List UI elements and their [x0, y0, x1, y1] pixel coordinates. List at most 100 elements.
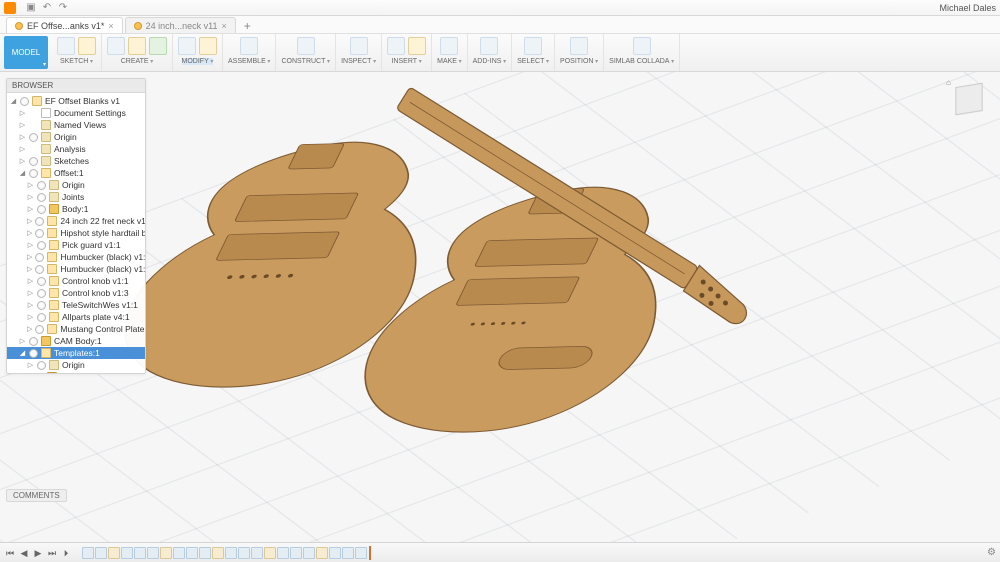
- timeline-feature[interactable]: [251, 547, 263, 559]
- ribbon-group-label[interactable]: SKETCH: [60, 58, 93, 65]
- ribbon-group-label[interactable]: SELECT: [517, 58, 549, 65]
- visibility-icon[interactable]: [37, 277, 46, 286]
- timeline-control-button[interactable]: ▶: [32, 547, 44, 559]
- tree-node[interactable]: ▷Humbucker (black) v1:2: [7, 263, 145, 275]
- select-icon[interactable]: [524, 37, 542, 55]
- visibility-icon[interactable]: [37, 361, 46, 370]
- tree-twisty-icon[interactable]: ▷: [19, 133, 26, 141]
- ribbon-group-label[interactable]: POSITION: [560, 58, 598, 65]
- timeline-feature[interactable]: [264, 547, 276, 559]
- visibility-icon[interactable]: [20, 97, 29, 106]
- visibility-icon[interactable]: [37, 313, 46, 322]
- tree-node[interactable]: ▷Control knob v1:1: [7, 275, 145, 287]
- line-icon[interactable]: [78, 37, 96, 55]
- timeline-feature[interactable]: [173, 547, 185, 559]
- tree-twisty-icon[interactable]: ▷: [27, 361, 34, 369]
- tree-node[interactable]: ▷Document Settings: [7, 107, 145, 119]
- visibility-icon[interactable]: [29, 133, 38, 142]
- timeline-feature[interactable]: [147, 547, 159, 559]
- new-tab-button[interactable]: +: [238, 19, 257, 33]
- sketch-icon[interactable]: [57, 37, 75, 55]
- timeline-settings-icon[interactable]: ⚙: [987, 547, 996, 558]
- visibility-icon[interactable]: [35, 217, 44, 226]
- decal-icon[interactable]: [387, 37, 405, 55]
- tree-twisty-icon[interactable]: ▷: [27, 193, 34, 201]
- print-icon[interactable]: [440, 37, 458, 55]
- comments-bar[interactable]: COMMENTS: [6, 489, 67, 502]
- tree-twisty-icon[interactable]: ▷: [27, 265, 32, 273]
- visibility-icon[interactable]: [35, 373, 44, 374]
- tree-node[interactable]: ◢Templates:1: [7, 347, 145, 359]
- tree-node[interactable]: ▷Humbucker (black) v1:1: [7, 251, 145, 263]
- tree-node[interactable]: ▷Origin: [7, 359, 145, 371]
- visibility-icon[interactable]: [29, 349, 38, 358]
- tree-twisty-icon[interactable]: ▷: [19, 145, 26, 153]
- tree-node[interactable]: ▷TeleSwitchWes v1:1: [7, 299, 145, 311]
- timeline-control-button[interactable]: ◀: [18, 547, 30, 559]
- measure-icon[interactable]: [350, 37, 368, 55]
- visibility-icon[interactable]: [35, 325, 44, 334]
- tree-node[interactable]: ▷Origin: [7, 131, 145, 143]
- home-view-icon[interactable]: ⌂: [946, 78, 951, 87]
- timeline-feature[interactable]: [95, 547, 107, 559]
- visibility-icon[interactable]: [37, 193, 46, 202]
- press-icon[interactable]: [199, 37, 217, 55]
- undo-icon[interactable]: ↶: [42, 3, 52, 13]
- tree-node[interactable]: ▷Allparts plate v4:1: [7, 311, 145, 323]
- joint-icon[interactable]: [240, 37, 258, 55]
- pos-icon[interactable]: [570, 37, 588, 55]
- timeline-feature[interactable]: [134, 547, 146, 559]
- timeline-feature[interactable]: [342, 547, 354, 559]
- timeline-feature[interactable]: [329, 547, 341, 559]
- ribbon-group-label[interactable]: ADD-INS: [473, 58, 506, 65]
- cyl-icon[interactable]: [128, 37, 146, 55]
- tree-node[interactable]: ▷Sketches: [7, 155, 145, 167]
- tree-twisty-icon[interactable]: ▷: [27, 277, 34, 285]
- tree-node[interactable]: ◢EF Offset Blanks v1: [7, 95, 145, 107]
- ribbon-group-label[interactable]: ASSEMBLE: [228, 58, 270, 65]
- timeline-feature[interactable]: [303, 547, 315, 559]
- viewport-3d[interactable]: BROWSER ◢EF Offset Blanks v1▷Document Se…: [0, 72, 1000, 542]
- tree-twisty-icon[interactable]: ◢: [19, 349, 26, 357]
- ribbon-group-label[interactable]: INSPECT: [341, 58, 376, 65]
- timeline-feature[interactable]: [238, 547, 250, 559]
- user-name[interactable]: Michael Dales: [939, 3, 996, 13]
- timeline-marker[interactable]: [369, 546, 371, 560]
- visibility-icon[interactable]: [37, 205, 46, 214]
- timeline-feature[interactable]: [160, 547, 172, 559]
- tree-node[interactable]: ▷Pick guard v1:1: [7, 239, 145, 251]
- view-cube[interactable]: ⌂: [950, 80, 990, 120]
- tree-node[interactable]: ◢Offset:1: [7, 167, 145, 179]
- visibility-icon[interactable]: [29, 157, 38, 166]
- timeline-feature[interactable]: [82, 547, 94, 559]
- tree-twisty-icon[interactable]: ▷: [27, 205, 34, 213]
- tree-twisty-icon[interactable]: ▷: [27, 289, 34, 297]
- tree-twisty-icon[interactable]: ▷: [27, 181, 34, 189]
- sim-icon[interactable]: [633, 37, 651, 55]
- ribbon-group-label[interactable]: SIMLAB COLLADA: [609, 58, 674, 65]
- box-icon[interactable]: [107, 37, 125, 55]
- tree-twisty-icon[interactable]: ▷: [19, 121, 26, 129]
- timeline-feature[interactable]: [290, 547, 302, 559]
- browser-panel[interactable]: BROWSER ◢EF Offset Blanks v1▷Document Se…: [6, 78, 146, 374]
- visibility-icon[interactable]: [37, 301, 46, 310]
- timeline-control-button[interactable]: ⏭: [46, 547, 58, 559]
- workspace-switcher[interactable]: MODEL: [4, 36, 48, 69]
- timeline-feature[interactable]: [355, 547, 367, 559]
- revolve-icon[interactable]: [149, 37, 167, 55]
- tree-node[interactable]: ▷Body:1: [7, 203, 145, 215]
- tree-node[interactable]: ▷Mustang Control Plate ...: [7, 323, 145, 335]
- tree-twisty-icon[interactable]: ▷: [19, 109, 26, 117]
- timeline-feature[interactable]: [212, 547, 224, 559]
- cube-face[interactable]: [955, 83, 982, 116]
- tree-twisty-icon[interactable]: ◢: [19, 169, 26, 177]
- tree-twisty-icon[interactable]: ▷: [19, 337, 26, 345]
- timeline-feature[interactable]: [225, 547, 237, 559]
- timeline-feature[interactable]: [316, 547, 328, 559]
- tree-twisty-icon[interactable]: ▷: [27, 217, 32, 225]
- visibility-icon[interactable]: [37, 289, 46, 298]
- timeline-feature[interactable]: [108, 547, 120, 559]
- tree-twisty-icon[interactable]: ▷: [27, 301, 34, 309]
- visibility-icon[interactable]: [29, 337, 38, 346]
- tree-node[interactable]: ▷Origin: [7, 179, 145, 191]
